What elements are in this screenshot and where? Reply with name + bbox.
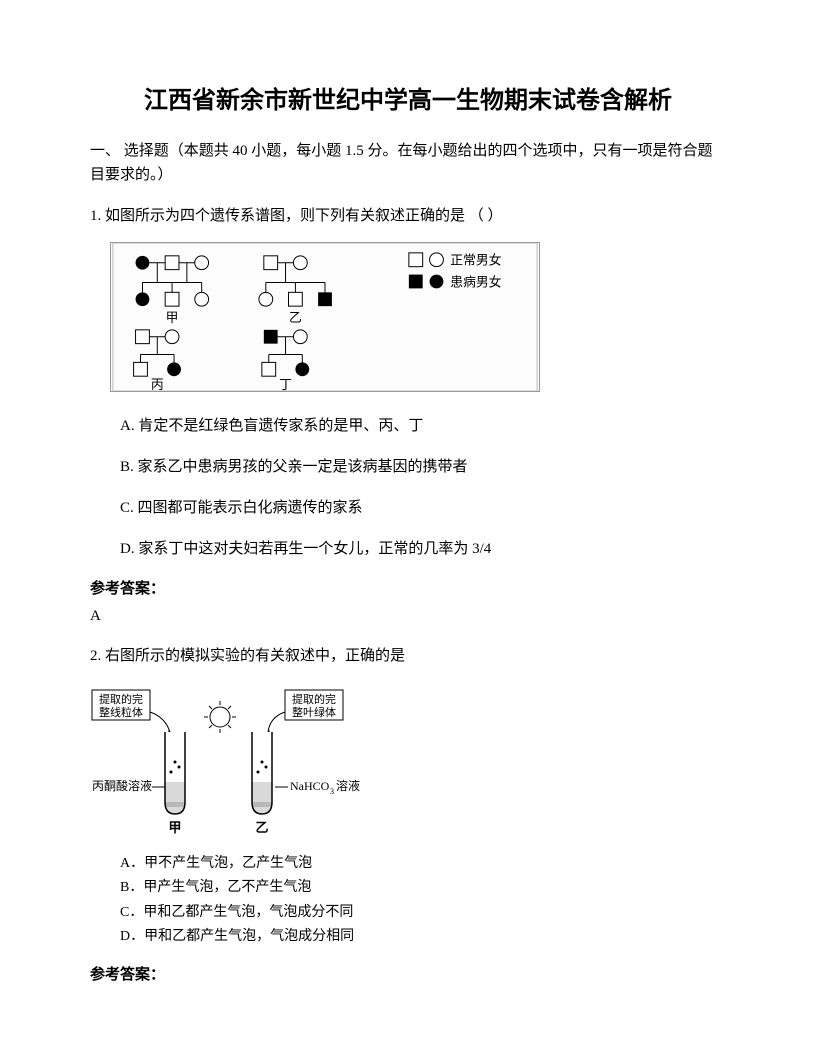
q2-right-solution: NaHCO bbox=[290, 779, 330, 793]
q1-option-d: D. 家系丁中这对夫妇若再生一个女儿，正常的几率为 3/4 bbox=[120, 536, 726, 563]
section-header: 一、 选择题（本题共 40 小题，每小题 1.5 分。在每小题给出的四个选项中，… bbox=[90, 139, 726, 187]
svg-text:甲: 甲 bbox=[168, 820, 181, 835]
label-ding: 丁 bbox=[279, 378, 292, 392]
svg-text:整叶绿体: 整叶绿体 bbox=[292, 705, 336, 719]
q2-answer-label: 参考答案： bbox=[90, 963, 726, 984]
q1-stem: 1. 如图所示为四个遗传系谱图，则下列有关叙述正确的是 （ ） bbox=[90, 203, 726, 230]
q2-option-c: C．甲和乙都产生气泡，气泡成分不同 bbox=[120, 902, 726, 924]
svg-text:整线粒体: 整线粒体 bbox=[99, 705, 143, 719]
pedigree-diagram: 甲 乙 正常男女 患病男女 bbox=[110, 242, 540, 392]
label-jia: 甲 bbox=[166, 311, 179, 325]
experiment-diagram: 提取的完 整线粒体 提取的完 整叶绿体 bbox=[90, 682, 370, 842]
q1-option-b: B. 家系乙中患病男孩的父亲一定是该病基因的携带者 bbox=[120, 454, 726, 481]
q2-option-b: B．甲产生气泡，乙不产生气泡 bbox=[120, 877, 726, 899]
q1-option-a: A. 肯定不是红绿色盲遗传家系的是甲、丙、丁 bbox=[120, 413, 726, 440]
label-bing: 丙 bbox=[151, 378, 164, 392]
q2-option-a: A．甲不产生气泡，乙产生气泡 bbox=[120, 853, 726, 875]
label-yi: 乙 bbox=[289, 311, 302, 325]
q1-option-c: C. 四图都可能表示白化病遗传的家系 bbox=[120, 495, 726, 522]
svg-text:乙: 乙 bbox=[255, 820, 268, 835]
legend-affected: 患病男女 bbox=[450, 274, 501, 289]
q2-stem: 2. 右图所示的模拟实验的有关叙述中，正确的是 bbox=[90, 643, 726, 670]
legend-normal: 正常男女 bbox=[450, 253, 501, 268]
q1-answer-label: 参考答案： bbox=[90, 577, 726, 598]
svg-text:3: 3 bbox=[330, 787, 334, 796]
q2-option-d: D．甲和乙都产生气泡，气泡成分相同 bbox=[120, 926, 726, 948]
q1-answer: A bbox=[90, 608, 726, 625]
q1-pedigree-figure: 甲 乙 正常男女 患病男女 bbox=[110, 242, 726, 397]
q2-experiment-figure: 提取的完 整线粒体 提取的完 整叶绿体 bbox=[90, 682, 726, 847]
svg-text:溶液: 溶液 bbox=[336, 778, 360, 793]
page-title: 江西省新余市新世纪中学高一生物期末试卷含解析 bbox=[90, 80, 726, 115]
q2-left-solution: 丙酮酸溶液 bbox=[92, 778, 152, 793]
svg-text:提取的完: 提取的完 bbox=[99, 692, 143, 706]
svg-text:提取的完: 提取的完 bbox=[292, 692, 336, 706]
